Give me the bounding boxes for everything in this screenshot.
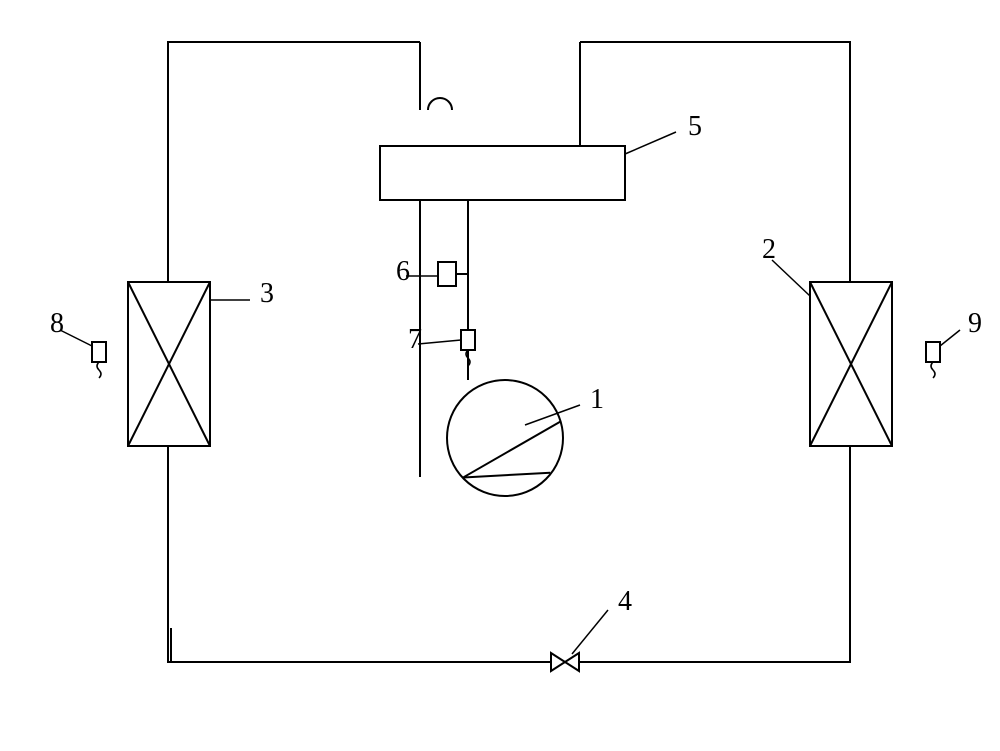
- component-label: 9: [968, 308, 982, 339]
- compressor: [447, 380, 563, 496]
- four-way-valve: [380, 146, 625, 200]
- component-label: 5: [688, 111, 702, 142]
- schematic-diagram: 1 2 3 4 5 6 7 8 9: [0, 0, 1000, 751]
- sensor-6: [438, 262, 456, 286]
- component-label: 8: [50, 308, 64, 339]
- component-label: 7: [408, 324, 422, 355]
- component-label: 2: [762, 234, 776, 265]
- heat-exchanger-left: [128, 282, 210, 446]
- component-label: 3: [260, 278, 274, 309]
- heat-exchanger-right: [810, 282, 892, 446]
- component-label: 6: [396, 256, 410, 287]
- component-label: 1: [590, 384, 604, 415]
- component-label: 4: [618, 586, 632, 617]
